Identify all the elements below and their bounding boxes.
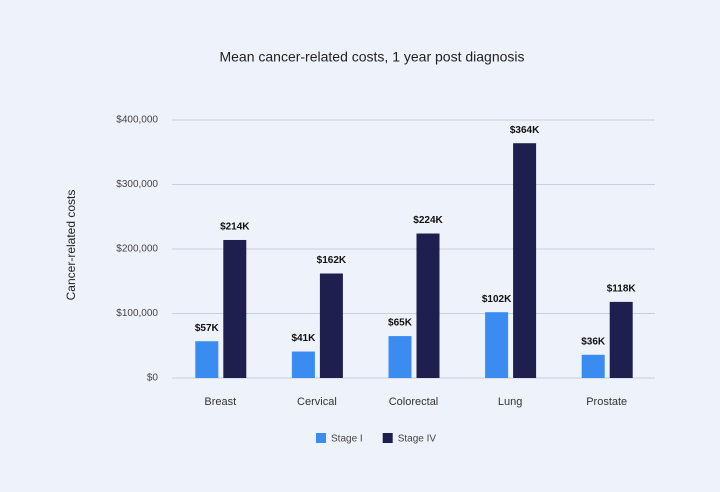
bar [195,341,219,378]
value-label: $364K [510,125,540,136]
x-tick-label: Breast [204,396,236,408]
x-tick-label: Cervical [297,396,337,408]
y-tick-label: $400,000 [116,115,158,126]
bar [291,351,315,378]
x-tick-label: Lung [498,396,522,408]
value-label: $57K [195,323,220,334]
value-label: $36K [581,336,606,347]
y-tick-label: $0 [147,373,159,384]
bar [223,239,247,378]
value-label: $41K [291,333,316,344]
bar [319,273,343,378]
x-tick-label: Colorectal [389,396,439,408]
value-label: $118K [607,284,637,295]
bar [609,301,633,378]
chart-title: Mean cancer-related costs, 1 year post d… [219,49,524,65]
legend-label: Stage IV [398,434,437,445]
value-label: $214K [220,222,250,233]
y-tick-label: $300,000 [116,179,158,190]
y-axis-label: Cancer-related costs [64,190,78,301]
bar [513,143,537,378]
bar [416,233,440,378]
value-label: $102K [482,294,512,305]
y-tick-label: $100,000 [116,308,158,319]
value-label: $65K [388,318,413,329]
value-label: $162K [317,255,347,266]
legend-swatch [382,433,393,443]
legend-label: Stage I [331,434,363,445]
bar [388,336,412,378]
y-tick-label: $200,000 [116,244,158,255]
bar [485,312,509,378]
x-tick-label: Prostate [586,396,627,408]
bar [581,354,605,378]
legend-swatch [316,433,326,443]
value-label: $224K [413,215,443,226]
